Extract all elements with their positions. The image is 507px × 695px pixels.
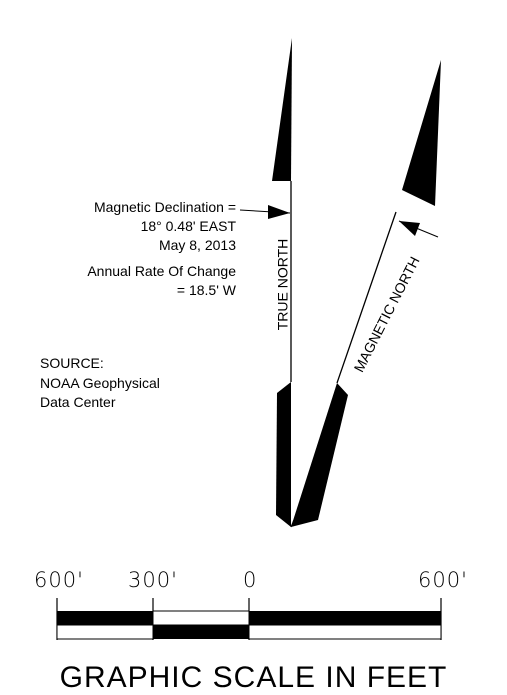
scale-label-600-left: 600' — [34, 568, 84, 592]
true-north-tail — [276, 382, 291, 527]
scale-label-0: 0 — [243, 568, 258, 592]
declination-date: May 8, 2013 — [158, 237, 236, 253]
declination-leaders — [239, 205, 439, 238]
magnetic-north-base-line — [290, 395, 347, 528]
scale-title: GRAPHIC SCALE IN FEET — [59, 661, 448, 694]
true-north-arrow — [272, 38, 292, 527]
magnetic-north-arrowhead — [402, 60, 441, 206]
scale-segment-c-top — [249, 611, 441, 625]
scale-segment-a-bottom — [56, 624, 154, 640]
source-line-2: NOAA Geophysical — [40, 375, 160, 391]
scale-segment-b-bottom — [153, 625, 249, 639]
scale-label-300: 300' — [128, 568, 178, 592]
source-line-3: Data Center — [40, 394, 116, 410]
true-north-arrowhead — [272, 38, 292, 181]
annual-rate-label: Annual Rate Of Change — [87, 263, 236, 279]
source-heading: SOURCE: — [40, 355, 104, 371]
annual-rate-value: = 18.5' W — [176, 282, 236, 298]
leader-arrowhead-true — [268, 205, 290, 219]
magnetic-north-arrow — [290, 60, 441, 528]
scale-label-600-right: 600' — [418, 568, 468, 592]
scale-segment-b-top — [152, 610, 250, 626]
magnetic-north-shaft — [336, 211, 397, 384]
graphic-scale-bar — [56, 598, 442, 640]
declination-value: 18° 0.48' EAST — [140, 218, 236, 234]
magnetic-north-tail — [291, 383, 348, 527]
true-north-label: TRUE NORTH — [274, 238, 291, 331]
declination-label: Magnetic Declination = — [93, 199, 236, 215]
scale-segment-c-bottom — [248, 624, 442, 640]
scale-segment-a-top — [57, 611, 153, 625]
leader-arrowhead-magnetic — [399, 221, 420, 236]
